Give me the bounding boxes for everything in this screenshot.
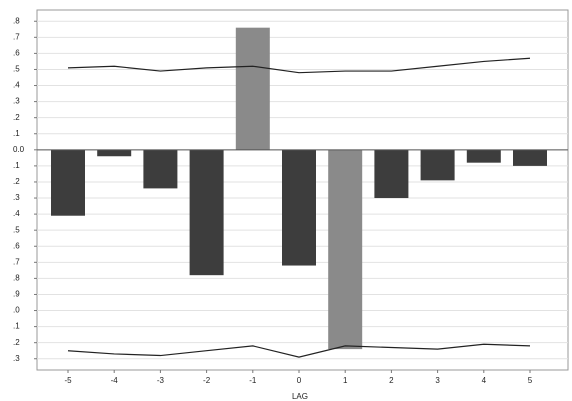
x-tick-label: 5 — [528, 376, 533, 385]
x-axis-label: LAG — [292, 392, 308, 401]
x-tick-label: 0 — [297, 376, 302, 385]
y-tick-label: .2 — [13, 177, 20, 186]
y-tick-label: .9 — [13, 290, 20, 299]
confidence-line — [67, 57, 531, 74]
y-tick-label: .8 — [13, 274, 20, 283]
y-tick-label: .5 — [13, 225, 20, 234]
x-tick-label: -4 — [111, 376, 119, 385]
bar — [97, 149, 132, 157]
y-tick-label: .1 — [13, 322, 20, 331]
x-tick-label: -3 — [157, 376, 165, 385]
y-tick-label: .5 — [13, 65, 20, 74]
bar — [374, 149, 409, 199]
bar — [420, 149, 455, 181]
bar — [328, 149, 363, 350]
bar — [189, 149, 224, 276]
x-tick-label: -1 — [249, 376, 257, 385]
y-tick-label: .2 — [13, 113, 20, 122]
y-tick-label: .6 — [13, 49, 20, 58]
bar — [143, 149, 178, 189]
y-tick-label: .3 — [13, 97, 20, 106]
y-tick-label: .3 — [13, 354, 20, 363]
x-tick-label: 1 — [343, 376, 348, 385]
y-tick-label: .4 — [13, 209, 20, 218]
x-tick-label: -5 — [64, 376, 72, 385]
bar — [235, 27, 270, 150]
y-tick-label: .3 — [13, 193, 20, 202]
x-tick-label: 4 — [482, 376, 487, 385]
y-tick-label: .4 — [13, 81, 20, 90]
y-tick-label: .0 — [13, 306, 20, 315]
bar — [466, 149, 501, 163]
bar — [513, 149, 547, 166]
y-tick-label: 0.0 — [13, 145, 25, 154]
bar — [51, 149, 85, 216]
x-tick-label: 2 — [389, 376, 394, 385]
x-tick-label: -2 — [203, 376, 211, 385]
y-tick-label: .1 — [13, 129, 20, 138]
y-tick-label: .1 — [13, 161, 20, 170]
y-tick-label: .2 — [13, 338, 20, 347]
y-tick-label: .7 — [13, 257, 20, 266]
y-tick-label: .6 — [13, 241, 20, 250]
confidence-line — [67, 343, 531, 358]
y-tick-label: .7 — [13, 32, 20, 41]
y-tick-label: .8 — [13, 16, 20, 25]
bar — [282, 149, 316, 266]
x-tick-label: 3 — [435, 376, 440, 385]
